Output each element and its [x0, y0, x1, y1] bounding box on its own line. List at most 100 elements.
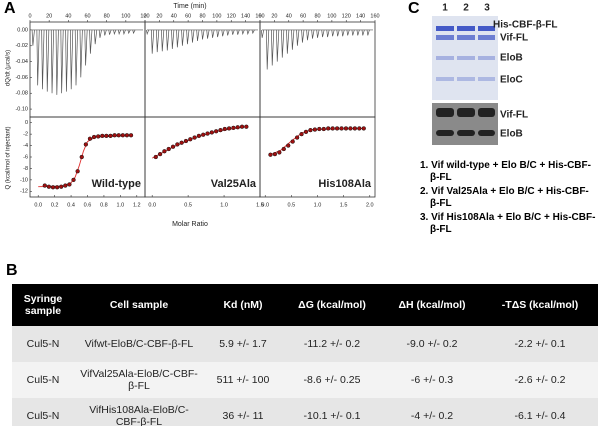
header-cell: -TΔS (kcal/mol) [482, 284, 598, 326]
band-label: His-CBF-β-FL [493, 20, 557, 31]
table-cell: -2.6 +/- 0.2 [482, 362, 598, 398]
x-tick-label: 120 [342, 13, 351, 19]
table-cell: 5.9 +/- 1.7 [204, 326, 282, 362]
x-tick-label: 20 [156, 13, 162, 19]
data-point [162, 149, 167, 154]
data-point [343, 126, 349, 131]
band-label: EloB [500, 129, 523, 140]
x-bottom-label: Molar Ratio [172, 221, 208, 228]
data-point [312, 127, 318, 132]
y-tick-label: -0.10 [15, 107, 28, 113]
injection-peak [206, 29, 210, 39]
header-row: Syringe sample Cell sample Kd (nM) ΔG (kcal… [12, 284, 598, 326]
data-point [294, 135, 300, 140]
injection-peak [89, 29, 93, 54]
band-label: EloB [500, 53, 523, 64]
injection-peak [46, 29, 50, 92]
x-tick-label: 80 [199, 13, 205, 19]
data-point [128, 133, 134, 138]
legend-item: 1. Vif wild-type + Elo B/C + His-CBF-β-F… [420, 160, 591, 183]
x-tick-label: 100 [327, 13, 336, 19]
data-point [83, 142, 89, 147]
data-point [157, 151, 163, 157]
table-row: Cul5-N VifHis108Ala-EloB/C-CBF-β-FL 36 +/-… [12, 398, 598, 426]
lane-number: 1 [442, 3, 448, 14]
data-point [67, 182, 72, 187]
y-tick-label: -0.04 [15, 59, 28, 65]
data-point [352, 126, 358, 131]
injection-peak [70, 29, 74, 90]
y-tick-label: -10 [20, 177, 28, 183]
y-bottom-label: Q (kcal/mol of injectant) [6, 126, 12, 189]
y-tick-label: -0.02 [15, 43, 28, 49]
injection-peak [261, 29, 265, 38]
x-tick-label: 0 [143, 13, 146, 19]
injection-peak [266, 29, 270, 70]
injection-peak [201, 29, 205, 40]
x-tick-label: 40 [65, 13, 71, 19]
data-point [321, 126, 326, 132]
x-tick-label: 0.4 [67, 202, 75, 208]
header-cell: Kd (nM) [204, 284, 282, 326]
injection-peak [351, 29, 355, 36]
x-tick-label: 1.5 [256, 202, 264, 208]
injection-peak [366, 29, 370, 36]
fit-line [151, 126, 246, 159]
injection-peak [286, 29, 290, 54]
injection-peak [166, 29, 170, 51]
lane-number: 2 [463, 3, 469, 14]
x-tick-label: 80 [104, 13, 110, 19]
y-tick-label: -0.08 [15, 91, 28, 97]
injection-peak [151, 29, 155, 54]
data-point [54, 185, 60, 190]
data-point [308, 127, 313, 133]
x-tick-label: 1.0 [314, 202, 322, 208]
table-cell: 36 +/- 11 [204, 398, 282, 426]
injection-peak [341, 29, 345, 37]
table-row: Cul5-N VifVal25Ala-EloB/C-CBF-β-FL 511 +/-… [12, 362, 598, 398]
x-tick-label: 0.5 [184, 202, 192, 208]
figure-graphics: Time (min) dQ/dt (μcal/s) Q (kcal/mol of… [6, 3, 558, 228]
injection-peak [122, 29, 126, 36]
table-cell: -11.2 +/- 0.2 [282, 326, 382, 362]
injection-peak [113, 29, 117, 36]
legend-item: 3. Vif His108Ala + Elo B/C + His-CBF-β-F… [420, 212, 596, 235]
injection-peak [196, 29, 200, 42]
data-point [75, 169, 80, 174]
injection-peak [231, 29, 235, 35]
injection-peak [156, 29, 160, 53]
chart-label: Wild-type [92, 178, 141, 190]
injection-peak [346, 29, 350, 36]
injection-peak [127, 29, 131, 35]
data-point [71, 177, 76, 183]
x-tick-label: 140 [356, 13, 365, 19]
y-tick-label: 0.00 [17, 27, 28, 33]
table-cell: -2.2 +/- 0.1 [482, 326, 598, 362]
injection-peak [321, 29, 325, 38]
table-row: Cul5-N Vifwt-EloB/C-CBF-β-FL 5.9 +/- 1.7 -1… [12, 326, 598, 362]
injection-peak [276, 29, 280, 62]
header-cell: ΔH (kcal/mol) [382, 284, 482, 326]
injection-peak [361, 29, 365, 36]
data-point [357, 126, 362, 131]
x-tick-label: 1.0 [117, 202, 125, 208]
table-cell: Cul5-N [12, 326, 74, 362]
data-point [281, 146, 286, 152]
x-tick-label: 0.2 [51, 202, 59, 208]
table-cell: -6.1 +/- 0.4 [482, 398, 598, 426]
data-point [326, 126, 331, 131]
data-point [303, 129, 309, 135]
data-point [87, 136, 93, 141]
injection-peak [55, 29, 59, 95]
injection-peak [306, 29, 310, 41]
injection-peak [146, 29, 150, 36]
injection-peak [226, 29, 230, 36]
results-table: Syringe sample Cell sample Kd (nM) ΔG (kcal… [12, 284, 598, 426]
x-tick-label: 20 [271, 13, 277, 19]
data-point [112, 133, 117, 138]
injection-peak [176, 29, 180, 48]
table-cell: Vifwt-EloB/C-CBF-β-FL [74, 326, 204, 362]
injection-peak [181, 29, 185, 46]
data-point [334, 126, 340, 131]
